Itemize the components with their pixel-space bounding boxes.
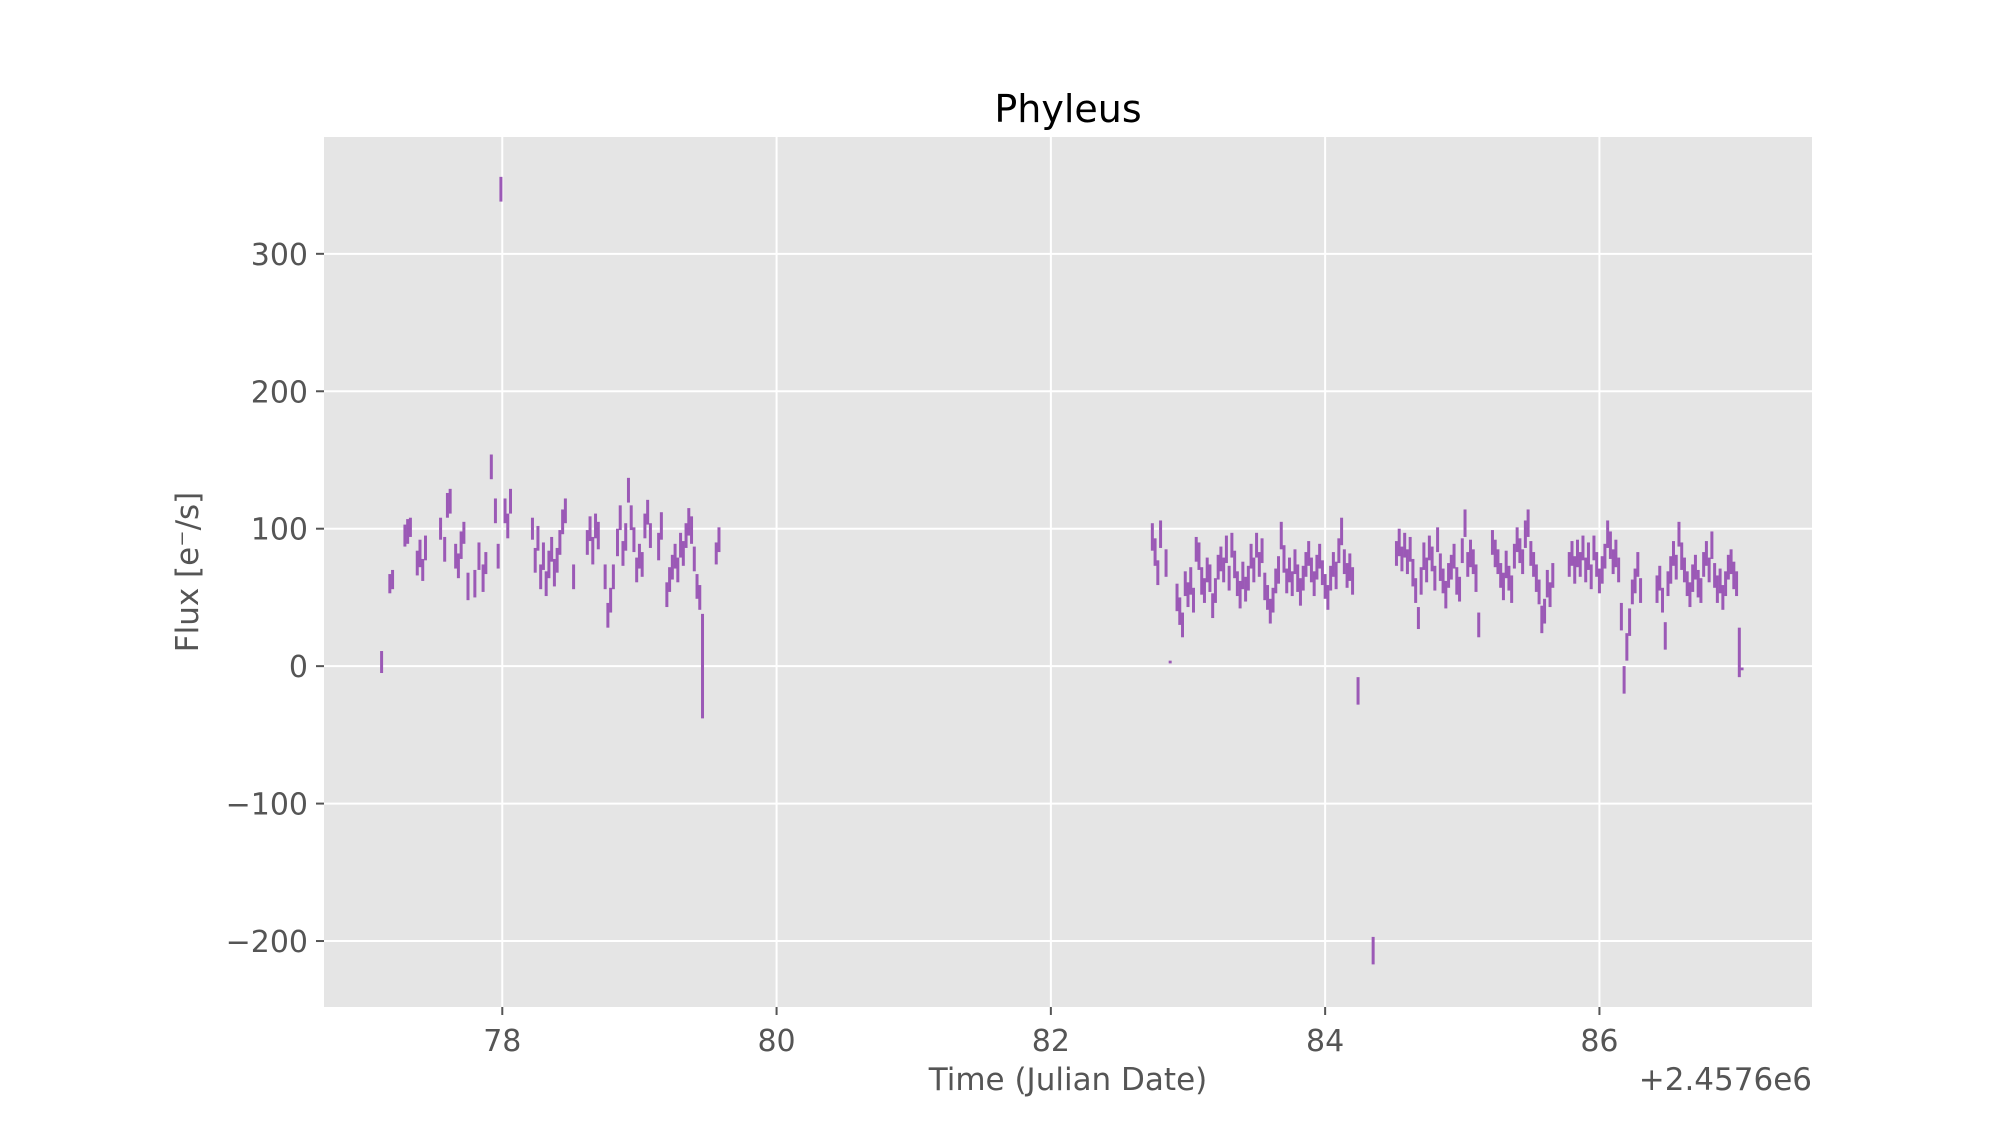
x-offset-label: +2.4576e6 bbox=[1639, 1062, 1812, 1098]
y-tick-label: −200 bbox=[226, 925, 308, 960]
x-ticks: 78 80 82 84 86 bbox=[483, 1007, 1619, 1059]
y-tick-label: 100 bbox=[251, 513, 308, 548]
chart-title: Phyleus bbox=[994, 87, 1141, 131]
x-tick-label: 86 bbox=[1580, 1024, 1618, 1059]
y-tick-label: 300 bbox=[251, 238, 308, 273]
y-grid bbox=[324, 252, 1812, 943]
y-tick-label: −100 bbox=[226, 788, 308, 823]
y-tick-label: 200 bbox=[251, 375, 308, 410]
data-points bbox=[380, 176, 1744, 965]
x-tick-label: 82 bbox=[1032, 1024, 1070, 1059]
x-axis-label: Time (Julian Date) bbox=[928, 1062, 1208, 1098]
y-tick-label: 0 bbox=[289, 650, 308, 685]
x-tick-label: 78 bbox=[483, 1024, 521, 1059]
plot-background bbox=[324, 137, 1812, 1007]
x-grid bbox=[501, 137, 1601, 1007]
x-tick-label: 80 bbox=[757, 1024, 795, 1059]
y-axis-label: Flux [e⁻/s] bbox=[170, 492, 206, 653]
y-ticks: 300 200 100 0 −100 −200 bbox=[226, 238, 324, 960]
x-tick-label: 84 bbox=[1306, 1024, 1344, 1059]
